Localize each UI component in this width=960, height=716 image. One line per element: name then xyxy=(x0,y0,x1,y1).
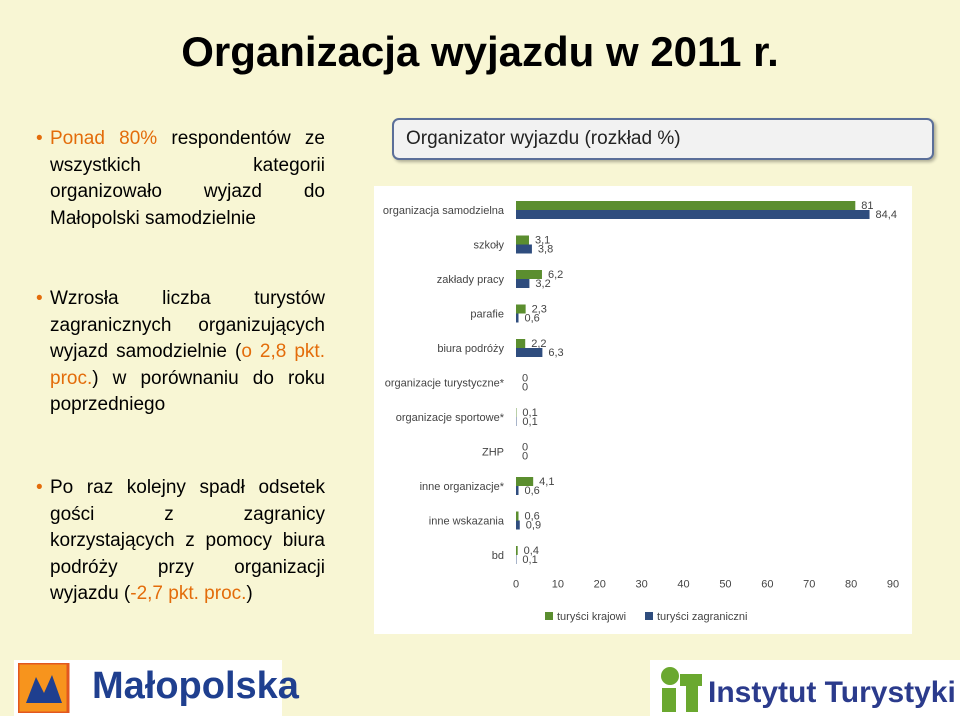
malopolska-logo-text: Małopolska xyxy=(92,665,299,707)
data-label: 2,2 xyxy=(531,338,546,350)
bullet-1: • Ponad 80% respondentów ze wszystkich k… xyxy=(36,126,325,232)
category-label: szkoły xyxy=(473,240,504,252)
category-label: zakłady pracy xyxy=(437,274,505,286)
bullet-segment: ) w porównaniu do roku poprzedniego xyxy=(50,367,325,416)
bullet-highlight: -2,7 pkt. proc. xyxy=(130,583,247,604)
bar-domestic xyxy=(516,201,856,210)
bullet-dot: • xyxy=(36,128,43,149)
data-label: 0,1 xyxy=(522,416,537,428)
bar-domestic xyxy=(516,339,526,348)
data-label: 0,1 xyxy=(522,554,537,566)
bullet-highlight: Ponad 80% xyxy=(50,128,158,149)
data-label: 81 xyxy=(861,200,873,212)
bar-foreign xyxy=(516,313,519,323)
bar-domestic xyxy=(516,235,529,245)
data-label: 4,1 xyxy=(539,476,554,488)
bullet-dot: • xyxy=(36,288,43,309)
bullet-2-text: Wzrosła liczba turystów zagranicznych or… xyxy=(50,288,325,415)
x-tick-label: 40 xyxy=(677,579,689,591)
page-title: Organizacja wyjazdu w 2011 r. xyxy=(181,28,779,75)
bullet-dot: • xyxy=(36,477,43,498)
chart-title: Organizator wyjazdu (rozkład %) xyxy=(406,128,681,149)
category-label: inne wskazania xyxy=(429,516,505,528)
bullet-3: • Po raz kolejny spadł odsetek gości z z… xyxy=(36,475,325,608)
data-label: 0,4 xyxy=(524,545,539,557)
data-label: 2,3 xyxy=(532,304,547,316)
x-tick-label: 80 xyxy=(845,579,857,591)
data-label: 6,2 xyxy=(548,269,563,281)
category-label: biura podróży xyxy=(437,343,504,355)
bar-domestic xyxy=(516,304,526,314)
data-label: 0,9 xyxy=(526,520,541,532)
data-label: 3,8 xyxy=(538,244,553,256)
data-label: 0,1 xyxy=(522,407,537,419)
x-tick-label: 10 xyxy=(552,579,564,591)
legend-swatch xyxy=(545,612,553,620)
category-label: organizacje turystyczne* xyxy=(385,378,505,390)
legend-label: turyści zagraniczni xyxy=(657,611,747,623)
bullet-2: • Wzrosła liczba turystów zagranicznych … xyxy=(36,286,325,419)
data-label: 0,6 xyxy=(525,313,540,325)
category-label: bd xyxy=(492,550,504,562)
x-tick-label: 70 xyxy=(803,579,815,591)
chart-title-box: Organizator wyjazdu (rozkład %) xyxy=(392,118,934,160)
bar-foreign xyxy=(516,210,870,219)
bar-foreign xyxy=(516,486,519,495)
chart-panel xyxy=(374,186,912,634)
data-label: 0 xyxy=(522,382,528,394)
bullet-3-text: Po raz kolejny spadł odsetek gości z zag… xyxy=(50,477,325,604)
bar-domestic xyxy=(516,511,519,521)
bar-domestic xyxy=(516,270,542,279)
x-tick-label: 0 xyxy=(513,579,519,591)
x-tick-label: 50 xyxy=(719,579,731,591)
x-tick-label: 60 xyxy=(761,579,773,591)
x-tick-label: 30 xyxy=(636,579,648,591)
x-tick-label: 20 xyxy=(594,579,606,591)
bullet-1-text: Ponad 80% respondentów ze wszystkich kat… xyxy=(50,128,325,229)
legend-label: turyści krajowi xyxy=(557,611,626,623)
data-label: 0 xyxy=(522,442,528,454)
bullet-segment: Wzrosła liczba turystów zagranicznych or… xyxy=(50,288,325,362)
bar-foreign xyxy=(516,244,532,254)
data-label: 84,4 xyxy=(876,209,897,221)
malopolska-emblem-icon xyxy=(18,663,70,713)
bar-foreign xyxy=(516,348,543,357)
bar-domestic xyxy=(516,546,518,555)
legend-swatch xyxy=(645,612,653,620)
category-label: organizacja samodzielna xyxy=(383,205,505,217)
instytut-logo-text: Instytut Turystyki xyxy=(708,676,956,709)
data-label: 3,2 xyxy=(535,278,550,290)
malopolska-logo: Małopolska xyxy=(14,660,299,716)
data-label: 6,3 xyxy=(548,347,563,359)
bullet-segment: ) xyxy=(246,583,253,604)
category-label: ZHP xyxy=(482,447,504,459)
category-label: inne organizacje* xyxy=(420,481,505,493)
bar-foreign xyxy=(516,279,530,288)
bullet-highlight: o 2,8 pkt. proc. xyxy=(50,341,325,389)
bar-domestic xyxy=(516,477,534,486)
data-label: 0,6 xyxy=(525,511,540,523)
data-label: 0 xyxy=(522,373,528,385)
data-label: 0 xyxy=(522,451,528,463)
data-label: 0,6 xyxy=(525,485,540,497)
bullet-segment: Po raz kolejny spadł odsetek gości z zag… xyxy=(50,477,325,604)
bullet-segment: respondentów ze wszystkich kategorii org… xyxy=(50,128,325,229)
bar-foreign xyxy=(516,520,520,530)
category-label: parafie xyxy=(470,309,504,321)
category-label: organizacje sportowe* xyxy=(396,412,505,424)
data-label: 3,1 xyxy=(535,235,550,247)
instytut-turystyki-logo: Instytut Turystyki xyxy=(650,660,960,716)
x-tick-label: 90 xyxy=(887,579,899,591)
instytut-emblem-icon xyxy=(661,667,702,712)
